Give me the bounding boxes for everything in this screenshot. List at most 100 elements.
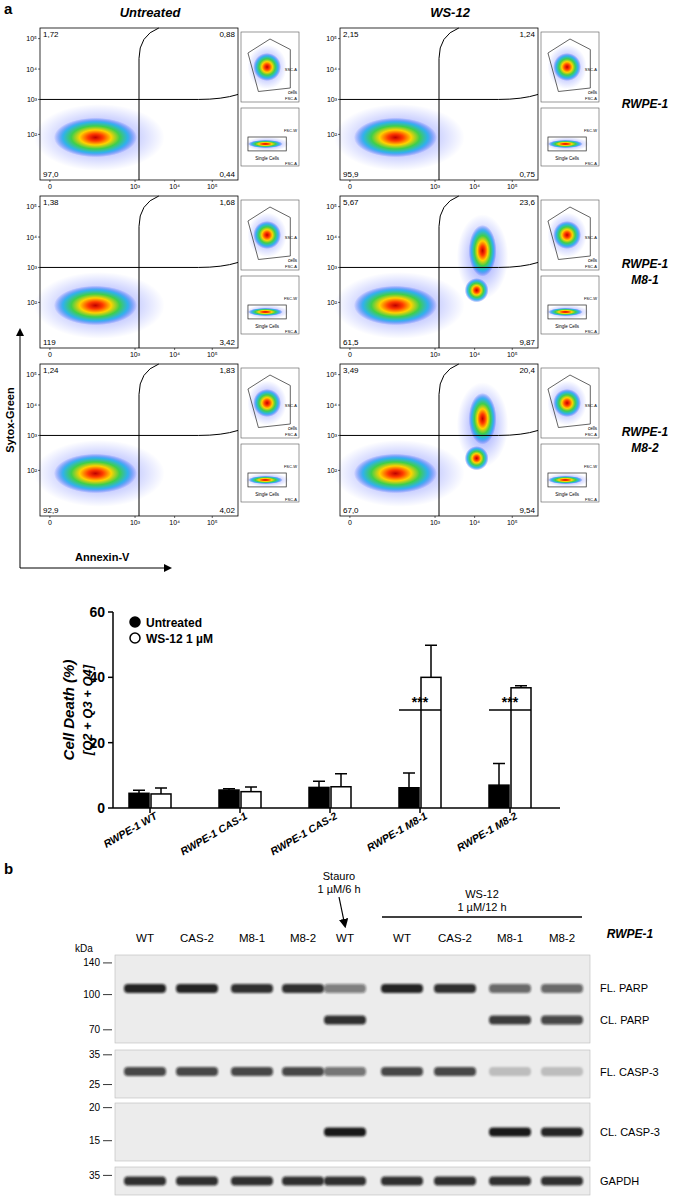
band <box>324 1067 366 1076</box>
bar <box>331 787 351 808</box>
density <box>34 272 165 339</box>
quadrant-percent: 1,68 <box>219 198 235 207</box>
inset-frame <box>541 200 599 270</box>
quadrant-percent: 1,72 <box>43 30 59 39</box>
tick-label: 10⁵ <box>207 183 218 190</box>
density-halo <box>34 440 165 507</box>
significance-label: *** <box>502 694 519 710</box>
quadrant-percent: 9,54 <box>519 506 535 515</box>
axis-tick <box>49 180 50 182</box>
membrane <box>115 1050 590 1098</box>
density-cloud <box>469 225 497 277</box>
axis-tick <box>338 99 340 100</box>
axis-arrow <box>20 568 170 569</box>
tick-label: 10² <box>27 467 38 474</box>
band <box>231 1128 273 1137</box>
figure: abUntreatedWS-12RWPE-1RWPE-1M8-1RWPE-1M8… <box>0 0 691 1198</box>
density-halo <box>247 213 286 258</box>
tick-label: 10⁴ <box>26 402 37 409</box>
tick-label: 10⁴ <box>169 183 180 190</box>
gate-label: Single Cells <box>255 492 280 497</box>
density-cloud <box>553 221 581 249</box>
inset-axis-label: SSC-A <box>285 235 298 240</box>
row-label: M8-1 <box>631 273 659 287</box>
marker-label: 15 <box>89 1135 101 1146</box>
density-cloud <box>54 454 137 494</box>
tick-label: 10⁴ <box>26 234 37 241</box>
density-cloud <box>248 308 283 316</box>
band <box>489 1177 531 1186</box>
marker-label: 25 <box>89 1079 101 1090</box>
density-cloud <box>354 286 437 326</box>
tick-label: 10⁵ <box>507 519 518 526</box>
band <box>541 1067 583 1076</box>
lane-label: M8-2 <box>290 932 316 944</box>
inset-frame <box>541 276 599 334</box>
inset-axis-label: SSC-A <box>585 67 598 72</box>
density-halo <box>545 473 589 487</box>
axis-tick <box>38 435 40 436</box>
gate-inset: Single CellsFSC-AFSC-W <box>541 444 599 502</box>
band <box>489 1067 531 1076</box>
gate-inset: Single CellsFSC-AFSC-W <box>541 108 599 166</box>
axis-tick <box>38 99 40 100</box>
axis-tick <box>338 470 340 471</box>
band <box>434 1128 476 1137</box>
tick-label: 10⁴ <box>26 66 37 73</box>
marker-label: 35 <box>89 1170 101 1181</box>
tick-label: 10⁵ <box>207 351 218 358</box>
row-label: RWPE-1 <box>622 257 669 271</box>
quadrant-percent: 1,24 <box>519 30 535 39</box>
density-cloud <box>253 221 281 249</box>
density-cloud <box>548 476 583 484</box>
band <box>324 1016 366 1025</box>
density-halo <box>545 305 589 319</box>
quadrant-line <box>340 94 538 99</box>
marker-tick <box>103 1029 112 1030</box>
quadrant-percent: 92,9 <box>43 506 59 515</box>
band <box>124 984 166 993</box>
bar <box>399 788 419 808</box>
x-tick-label: RWPE-1 M8-1 <box>365 809 430 853</box>
axis-tick <box>135 516 136 518</box>
membrane <box>115 955 590 1043</box>
marker-label: 35 <box>89 1049 101 1060</box>
band <box>124 1128 166 1137</box>
band <box>176 984 218 993</box>
y-axis <box>112 612 114 808</box>
y-tick <box>108 807 113 809</box>
density-cloud <box>248 476 283 484</box>
gate-rect <box>548 137 586 151</box>
y-tick <box>108 611 113 613</box>
tick-label: 10⁵ <box>26 371 37 378</box>
x-tick-label: RWPE-1 M8-2 <box>455 809 520 853</box>
gate-inset: cellsFSC-ASSC-A <box>541 368 599 438</box>
inset-axis-label: FSC-A <box>285 96 297 101</box>
tick-label: 10³ <box>27 96 38 103</box>
quadrant-percent: 9,87 <box>519 338 535 347</box>
axis-tick <box>212 180 213 182</box>
x-tick-label: RWPE-1 WT <box>101 809 160 850</box>
density-halo <box>547 381 586 426</box>
inset-frame <box>241 368 299 438</box>
inset-axis-label: FSC-W <box>584 128 597 133</box>
axis-tick <box>38 405 40 406</box>
lane-label: M8-1 <box>239 932 265 944</box>
bar <box>129 793 149 808</box>
inset-axis-label: FSC-A <box>285 161 297 166</box>
tick-label: 10³ <box>130 351 141 358</box>
tick-label: 10⁴ <box>326 66 337 73</box>
tick-label: 10³ <box>327 432 338 439</box>
error-bar <box>313 781 325 787</box>
band <box>381 984 423 993</box>
quadrant-line <box>40 430 238 435</box>
axis-arrow <box>20 330 21 568</box>
treatment-arrow <box>339 897 345 926</box>
band <box>434 1016 476 1025</box>
flow-plot: 1,381,681193,42010³10⁴10⁵10²10³10⁴10⁵cel… <box>26 196 299 358</box>
band <box>381 1177 423 1186</box>
treatment-label: Stauro <box>323 870 355 882</box>
density-cloud <box>548 308 583 316</box>
density-cloud <box>54 286 137 326</box>
axis-tick <box>435 180 436 182</box>
